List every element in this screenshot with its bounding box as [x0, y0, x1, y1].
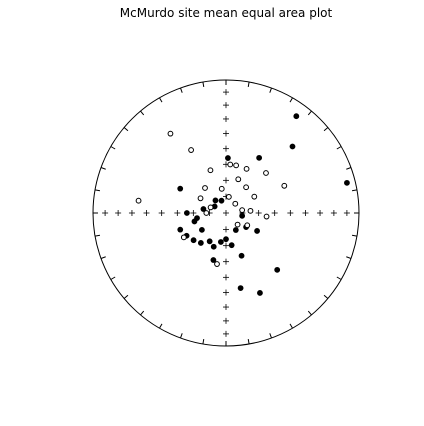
- upper-hemisphere-point: [214, 261, 220, 267]
- upper-hemisphere-point: [207, 167, 214, 174]
- lower-hemisphere-point: [254, 228, 260, 234]
- lower-hemisphere-point: [218, 197, 225, 204]
- rim-tick: [247, 338, 250, 345]
- upper-hemisphere-point: [203, 210, 210, 216]
- lower-hemisphere-point: [210, 243, 217, 250]
- rim-tick: [110, 276, 116, 280]
- lower-hemisphere-point: [177, 185, 184, 192]
- lower-hemisphere-point: [190, 237, 197, 244]
- lower-hemisphere-point: [239, 212, 246, 219]
- rim-tick: [323, 127, 329, 132]
- rim-tick: [110, 146, 116, 150]
- upper-hemisphere-point: [251, 193, 258, 200]
- rim-tick: [159, 97, 163, 103]
- upper-hemisphere-point: [247, 207, 254, 214]
- lower-hemisphere-point: [256, 154, 263, 161]
- upper-hemisphere-point: [232, 200, 239, 207]
- lower-hemisphere-point: [210, 257, 217, 263]
- upper-hemisphere-point: [218, 185, 225, 192]
- rim-tick: [289, 97, 293, 103]
- upper-hemisphere-point: [263, 213, 270, 220]
- lower-hemisphere-point: [197, 240, 204, 246]
- upper-hemisphere-point: [227, 161, 234, 168]
- rim-tick: [346, 167, 352, 170]
- rim-tick: [94, 189, 101, 192]
- lower-hemisphere-point: [212, 197, 219, 204]
- rim-tick: [346, 256, 352, 259]
- lower-hemisphere-point: [228, 242, 235, 249]
- lower-hemisphere-point: [289, 143, 296, 150]
- rim-tick: [202, 81, 205, 88]
- lower-hemisphere-point: [200, 206, 207, 212]
- rim-tick: [123, 294, 129, 299]
- rim-tick: [289, 323, 293, 329]
- rim-tick: [140, 310, 145, 316]
- upper-hemisphere-point: [197, 195, 204, 202]
- lower-hemisphere-point: [199, 226, 205, 233]
- lower-hemisphere-point: [274, 266, 281, 273]
- upper-hemisphere-point: [239, 207, 246, 214]
- upper-hemisphere-point: [235, 176, 242, 183]
- rim-tick: [140, 110, 145, 116]
- rim-tick: [351, 234, 358, 237]
- upper-hemisphere-point: [233, 162, 240, 169]
- rim-tick: [100, 167, 106, 170]
- upper-hemisphere-point: [263, 170, 269, 176]
- rim-tick: [269, 333, 272, 339]
- upper-hemisphere-point: [281, 182, 288, 189]
- rim-tick: [336, 146, 342, 150]
- lower-hemisphere-point: [257, 290, 263, 296]
- rim-tick: [180, 333, 183, 339]
- axis-crosses: [102, 89, 350, 337]
- lower-hemisphere-point: [232, 227, 239, 233]
- chart-title: McMurdo site mean equal area plot: [120, 6, 333, 20]
- rim-tick: [247, 81, 250, 88]
- lower-hemisphere-point: [191, 218, 198, 225]
- lower-hemisphere-point: [293, 113, 300, 120]
- rim-tick: [336, 276, 342, 280]
- rim-tick: [180, 87, 183, 93]
- rim-tick: [94, 234, 101, 237]
- upper-hemisphere-point: [244, 222, 251, 229]
- rim-tick: [307, 110, 312, 116]
- upper-hemisphere-point: [180, 234, 187, 241]
- rim-tick: [351, 189, 358, 192]
- upper-hemisphere-point: [243, 165, 250, 172]
- lower-hemisphere-point: [344, 179, 350, 186]
- upper-hemisphere-point: [188, 147, 195, 153]
- upper-hemisphere-point: [207, 204, 214, 211]
- data-points: [135, 113, 350, 296]
- upper-hemisphere-point: [202, 185, 208, 191]
- rim-tick: [269, 87, 272, 93]
- lower-hemisphere-point: [206, 238, 213, 245]
- rim-tick: [159, 323, 163, 329]
- rim-ticks: [93, 80, 359, 346]
- lower-hemisphere-point: [217, 239, 224, 245]
- lower-hemisphere-point: [177, 226, 184, 233]
- upper-hemisphere-point: [234, 221, 241, 228]
- rim-tick: [307, 310, 312, 316]
- lower-hemisphere-point: [183, 210, 190, 216]
- upper-hemisphere-point: [225, 193, 232, 200]
- upper-hemisphere-point: [167, 130, 174, 137]
- rim-tick: [323, 294, 329, 299]
- lower-hemisphere-point: [223, 236, 229, 243]
- rim-tick: [202, 338, 205, 345]
- upper-hemisphere-point: [135, 197, 142, 204]
- rim-tick: [100, 256, 106, 259]
- rim-tick: [123, 127, 129, 132]
- lower-hemisphere-point: [225, 155, 231, 161]
- lower-hemisphere-point: [238, 252, 245, 259]
- lower-hemisphere-point: [237, 285, 244, 292]
- upper-hemisphere-point: [243, 184, 250, 191]
